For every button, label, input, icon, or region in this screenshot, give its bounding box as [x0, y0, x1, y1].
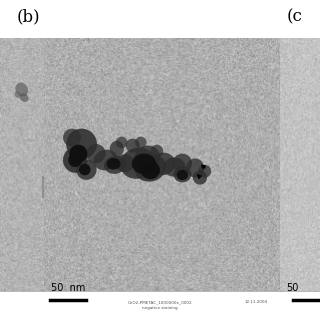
- Ellipse shape: [134, 146, 160, 168]
- Ellipse shape: [120, 148, 155, 179]
- Ellipse shape: [15, 83, 28, 97]
- Bar: [0, 0, 320, 38]
- Text: (b): (b): [17, 8, 41, 25]
- Ellipse shape: [15, 91, 20, 98]
- Ellipse shape: [20, 93, 28, 102]
- Ellipse shape: [76, 159, 97, 180]
- Ellipse shape: [63, 129, 81, 147]
- Ellipse shape: [116, 137, 127, 148]
- Ellipse shape: [193, 171, 207, 185]
- Text: 12.11.2004: 12.11.2004: [244, 300, 268, 304]
- Ellipse shape: [63, 147, 87, 173]
- Ellipse shape: [163, 157, 186, 177]
- Ellipse shape: [150, 145, 163, 157]
- Ellipse shape: [126, 139, 140, 153]
- Bar: [0, 38, 43, 291]
- Ellipse shape: [186, 158, 204, 178]
- Ellipse shape: [93, 150, 118, 170]
- Ellipse shape: [132, 154, 156, 174]
- Text: negative staining: negative staining: [142, 306, 178, 310]
- Ellipse shape: [173, 154, 192, 173]
- Ellipse shape: [134, 154, 166, 182]
- Ellipse shape: [141, 161, 160, 179]
- Bar: [43, 38, 280, 291]
- Text: (c: (c: [286, 8, 302, 25]
- Ellipse shape: [68, 153, 82, 167]
- Ellipse shape: [79, 164, 91, 175]
- Text: 50  nm: 50 nm: [51, 283, 85, 293]
- Ellipse shape: [198, 165, 211, 178]
- Text: CeO2-PMETAC_1000000x_0002: CeO2-PMETAC_1000000x_0002: [128, 300, 192, 304]
- Ellipse shape: [115, 154, 134, 172]
- Text: 50: 50: [286, 283, 299, 293]
- Ellipse shape: [177, 170, 188, 180]
- Bar: [0, 291, 320, 320]
- Ellipse shape: [104, 156, 126, 174]
- Ellipse shape: [173, 166, 191, 182]
- Bar: [42, 176, 44, 198]
- Ellipse shape: [66, 129, 97, 159]
- Bar: [280, 38, 320, 291]
- Ellipse shape: [86, 144, 106, 163]
- Ellipse shape: [110, 141, 124, 157]
- Ellipse shape: [107, 158, 121, 170]
- Ellipse shape: [151, 153, 175, 175]
- Ellipse shape: [69, 145, 87, 163]
- Ellipse shape: [135, 137, 147, 148]
